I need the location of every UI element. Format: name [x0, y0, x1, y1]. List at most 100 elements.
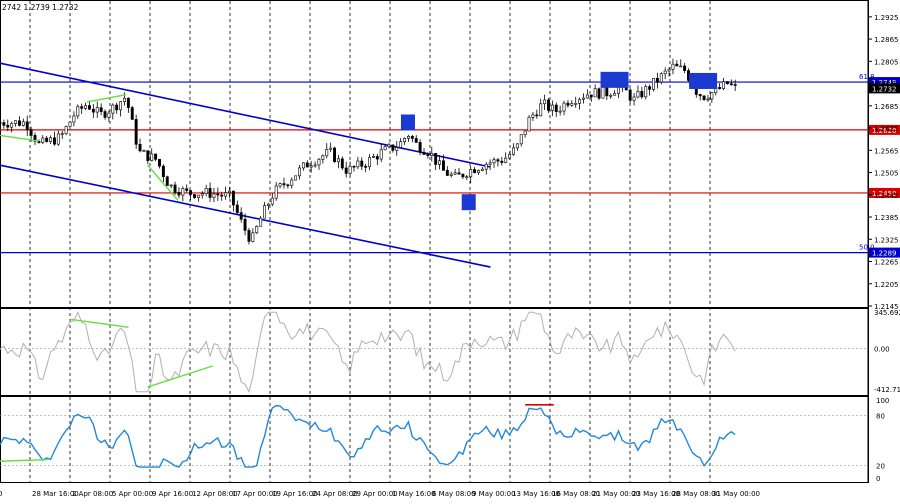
- candle-body: [391, 144, 395, 151]
- candle-body: [554, 104, 558, 112]
- candle-body: [531, 114, 535, 118]
- candle-body: [340, 158, 344, 169]
- candle-body: [659, 73, 663, 83]
- candle-body: [480, 168, 484, 171]
- candle-body: [336, 158, 340, 163]
- candle-body: [126, 97, 130, 108]
- candle-body: [154, 153, 158, 160]
- candle-body: [655, 77, 659, 83]
- candle-body: [177, 192, 181, 196]
- candle-body: [550, 104, 554, 111]
- candle-body: [107, 112, 111, 118]
- candle-body: [663, 70, 667, 75]
- candle-body: [496, 159, 500, 162]
- divergence-line: [147, 164, 179, 201]
- candle-body: [14, 120, 18, 124]
- cci-divergence-line: [71, 318, 129, 328]
- level-label: 1.2289: [872, 250, 897, 258]
- candle-body: [204, 188, 208, 194]
- price-tick-label: 1.2205: [874, 281, 899, 289]
- candle-body: [508, 154, 512, 159]
- candle-body: [103, 111, 107, 118]
- candle-body: [729, 83, 733, 86]
- candle-body: [574, 103, 578, 105]
- candle-body: [119, 101, 123, 111]
- level-label-bg: [869, 124, 900, 135]
- candle-body: [185, 188, 189, 191]
- candle-body: [123, 97, 126, 102]
- candle-body: [286, 184, 290, 187]
- candle-body: [21, 121, 25, 126]
- current-price-label: 1.2732: [872, 85, 897, 93]
- candle-body: [348, 165, 352, 174]
- channel-line-upper: [0, 62, 491, 168]
- x-axis-label: 16 May 08:00: [552, 490, 600, 498]
- candle-body: [477, 170, 480, 174]
- x-axis-label: 24 Apr 08:00: [312, 490, 358, 498]
- candle-body: [321, 155, 325, 160]
- candle-body: [29, 129, 33, 136]
- x-axis-label: 5 Apr 00:00: [112, 490, 153, 498]
- candle-body: [414, 138, 418, 143]
- candle-body: [360, 160, 364, 167]
- x-axis-label: 28 Mar 16:00: [32, 490, 79, 498]
- cci-divergence-line: [147, 365, 213, 388]
- candle-body: [605, 86, 609, 97]
- rsi-20-label: 20: [876, 462, 885, 470]
- price-tick-label: 1.2505: [874, 170, 899, 178]
- candle-body: [375, 156, 379, 160]
- candle-body: [220, 194, 224, 197]
- level-label: 1.2749: [872, 79, 897, 87]
- candle-body: [208, 188, 212, 198]
- candle-body: [278, 183, 282, 187]
- candle-body: [6, 125, 10, 128]
- x-axis-label: 29 Apr 00:00: [352, 490, 398, 498]
- candle-body: [251, 232, 255, 242]
- price-tick-label: 1.2925: [874, 14, 899, 22]
- signal-marker: [689, 72, 718, 89]
- candle-body: [189, 190, 193, 195]
- candle-body: [255, 226, 259, 234]
- candle-body: [72, 115, 76, 123]
- candle-body: [422, 151, 426, 155]
- candle-body: [150, 153, 154, 161]
- cci-top-label: 345.6926: [874, 309, 900, 317]
- candle-body: [500, 160, 504, 163]
- price-tick-label: 1.2265: [874, 259, 899, 267]
- candle-body: [88, 105, 91, 110]
- price-tick-label: 1.2625: [874, 125, 899, 133]
- candle-body: [399, 141, 403, 148]
- fib-label: 50.0: [859, 244, 875, 252]
- candle-body: [465, 176, 469, 179]
- rsi-80-label: 80: [876, 413, 885, 421]
- divergence-line: [86, 93, 126, 103]
- candle-body: [679, 65, 683, 68]
- candle-body: [239, 212, 243, 220]
- candle-body: [60, 133, 64, 135]
- x-axis-label: 9 Apr 16:00: [152, 490, 193, 498]
- rsi-divergence-line: [0, 458, 48, 462]
- candle-body: [259, 217, 263, 227]
- price-tick-label: 1.2385: [874, 214, 899, 222]
- candle-body: [130, 107, 134, 120]
- price-tick-label: 1.2445: [874, 192, 899, 200]
- level-label-bg: [869, 77, 900, 88]
- price-tick-label: 1.2805: [874, 58, 899, 66]
- rsi-bottom-label: 0: [876, 475, 880, 483]
- candle-body: [706, 98, 710, 101]
- candle-body: [99, 107, 103, 112]
- x-axis-label: 1 May 16:00: [392, 490, 436, 498]
- candle-body: [352, 165, 356, 168]
- price-tick-label: 1.2565: [874, 147, 899, 155]
- candle-body: [387, 144, 391, 148]
- candle-body: [181, 188, 185, 196]
- candle-body: [68, 121, 72, 127]
- signal-marker: [600, 71, 629, 88]
- x-axis-label: 19 Apr 16:00: [272, 490, 318, 498]
- candle-body: [527, 117, 531, 132]
- candle-body: [212, 193, 216, 198]
- candle-body: [710, 92, 714, 100]
- candle-body: [301, 162, 305, 169]
- candle-body: [158, 159, 161, 167]
- candle-body: [488, 162, 492, 165]
